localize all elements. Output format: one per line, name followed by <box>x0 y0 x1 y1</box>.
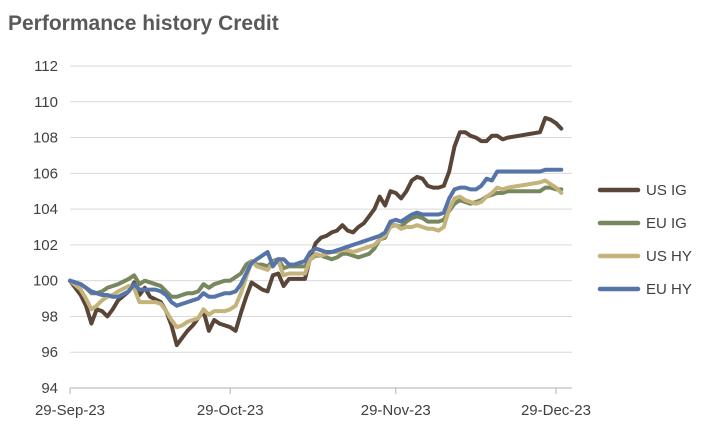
y-tick-label: 98 <box>41 308 58 325</box>
y-tick-label: 112 <box>34 58 58 75</box>
legend: US IG EU IG US HY EU HY <box>597 182 692 298</box>
chart-title: Performance history Credit <box>8 12 279 35</box>
y-tick-label: 110 <box>34 94 58 111</box>
y-tick-label: 100 <box>33 273 58 290</box>
axes: 94 96 98 100 102 104 106 108 110 112 29-Sep-23 29-O… <box>33 58 591 419</box>
legend-label-us-ig: US IG <box>646 182 687 199</box>
y-tick-label: 104 <box>33 201 58 218</box>
x-tick-label: 29-Dec-23 <box>521 402 591 419</box>
y-tick-label: 94 <box>41 380 58 397</box>
y-tick-label: 106 <box>33 165 58 182</box>
legend-label-us-hy: US HY <box>646 248 692 265</box>
series-lines <box>68 115 564 348</box>
x-tick-label: 29-Sep-23 <box>35 402 105 419</box>
legend-label-eu-hy: EU HY <box>646 281 692 298</box>
series-line-eu-hy <box>68 167 564 308</box>
legend-label-eu-ig: EU IG <box>646 215 687 232</box>
y-tick-label: 102 <box>33 237 58 254</box>
series-line-us-ig <box>68 115 564 348</box>
y-tick-label: 108 <box>33 130 58 147</box>
x-tick-label: 29-Nov-23 <box>361 402 431 419</box>
series-line-us-hy <box>68 178 564 330</box>
x-tick-label: 29-Oct-23 <box>197 402 264 419</box>
y-tick-label: 96 <box>41 344 58 361</box>
gridlines <box>70 65 572 353</box>
